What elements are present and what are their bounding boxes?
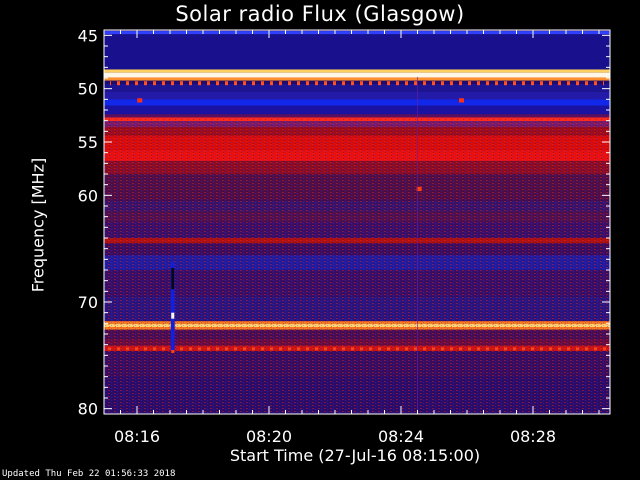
y-tick-label: 50 (78, 80, 98, 99)
frequency-band (104, 105, 610, 115)
x-tick-label: 08:20 (246, 427, 292, 446)
axis-ticks: 45 50 55 60 70 80 08:16 08:20 08:24 08:28 (78, 26, 610, 446)
interference-dashes (110, 81, 604, 86)
x-tick-label: 08:28 (510, 427, 556, 446)
updated-timestamp: Updated Thu Feb 22 01:56:33 2018 (2, 469, 176, 479)
x-tick-label: 08:24 (378, 427, 424, 446)
frequency-band (104, 91, 610, 100)
burst-event-tip (171, 350, 175, 353)
y-tick-label: 60 (78, 186, 98, 205)
frequency-band (104, 34, 610, 70)
plot-frame (103, 29, 611, 415)
burst-event (416, 186, 422, 192)
y-tick-label: 70 (78, 293, 98, 312)
burst-event-core (171, 312, 175, 319)
y-tick-label: 45 (78, 26, 98, 45)
burst-event (417, 76, 418, 414)
frequency-band (104, 114, 610, 118)
frequency-band (104, 72, 610, 78)
chart-title: Solar radio Flux (Glasgow) (175, 2, 465, 26)
burst-event (170, 262, 175, 352)
frequency-band (104, 69, 610, 73)
x-axis-label: Start Time (27-Jul-16 08:15:00) (229, 446, 481, 465)
x-tick-label: 08:16 (114, 427, 160, 446)
noise-texture (104, 117, 610, 414)
frequency-band (104, 99, 610, 106)
interference-dashes (108, 347, 606, 351)
frequency-band (104, 83, 610, 92)
frequency-band (104, 77, 610, 81)
frequency-band (104, 31, 610, 35)
y-tick-label: 55 (78, 133, 98, 152)
burst-event-dark (171, 267, 175, 290)
y-tick-label: 80 (78, 400, 98, 419)
burst-event (137, 98, 143, 103)
texture-overlay (104, 81, 610, 414)
burst-events (137, 76, 464, 414)
burst-event (459, 98, 464, 103)
axes-frame (103, 29, 611, 415)
